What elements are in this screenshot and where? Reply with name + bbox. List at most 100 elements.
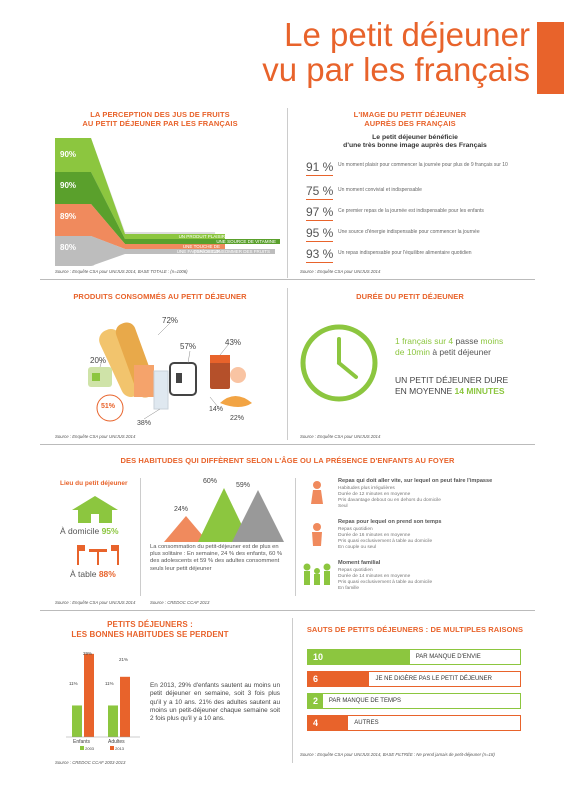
product-glass-label: 38%	[137, 420, 152, 427]
duration-average: UN PETIT DÉJEUNER DURE EN MOYENNE 14 MIN…	[395, 375, 509, 397]
meal-line: Durée de 14 minutes en moyenne	[338, 574, 411, 579]
image-row: 93 % Un repas indispensable pour l'équil…	[302, 247, 532, 269]
meal-line: Repas quotidien	[338, 527, 373, 532]
image-section-title: L'IMAGE DU PETIT DÉJEUNER AUPRÈS DES FRA…	[353, 110, 467, 129]
category-label: Adultes	[108, 739, 125, 745]
tea-cup-icon	[88, 367, 112, 387]
solitary-text: La consommation du petit-déjeuner est de…	[150, 544, 283, 572]
meal-line: Durée de 12 minutes en moyenne	[338, 492, 411, 497]
product-tea-label: 20%	[90, 356, 107, 365]
meal-line: En couple ou seul	[338, 545, 377, 550]
juice-value-4: 80%	[60, 243, 77, 252]
juice-glass-icon	[134, 365, 169, 410]
place-title: Lieu du petit déjeuner	[60, 480, 128, 487]
product-juice-label: 51%	[101, 403, 116, 410]
product-coffee-label: 57%	[180, 342, 197, 351]
juice-source: Source : Enquête CSA pour UNIJUS 2014, B…	[55, 269, 188, 274]
juice-label-2: UNE SOURCE DE VITAMINE	[216, 239, 276, 244]
reason-fill	[308, 716, 349, 730]
juice-bar-fruits	[55, 236, 275, 266]
meal-line: Pris davantage debout ou en dehors du do…	[338, 498, 441, 503]
solitary-adults-value: 59%	[236, 482, 251, 489]
meal-line: En famille	[338, 586, 360, 591]
image-source: Source : Enquête CSA pour UNIJUS 2014	[300, 269, 381, 274]
image-subtitle: Le petit déjeuner bénéficie d'une très b…	[343, 134, 487, 150]
good-habits-text: En 2013, 29% d'enfants sautent au moins …	[150, 682, 280, 723]
legend-2003: 2003	[80, 746, 94, 751]
page-title: Le petit déjeuner vu par les français	[262, 16, 530, 88]
title-accent-bar	[537, 22, 564, 94]
bar-enfants-2013	[84, 653, 94, 737]
clock-icon	[300, 324, 378, 402]
meal-line: Seul	[338, 504, 348, 509]
triangle-adults	[232, 490, 284, 542]
category-label: Enfants	[73, 739, 90, 745]
product-butter-label: 14%	[209, 406, 224, 413]
image-value: 75 %	[306, 184, 334, 200]
reason-bar: 6 JE NE DIGÈRE PAS LE PETIT DÉJEUNER	[307, 671, 521, 687]
products-illustration	[88, 320, 252, 422]
good-habits-source: Source : CREDOC CCAF 2003-2013	[55, 760, 126, 765]
meal-line: Pris quasi exclusivement à table au domi…	[338, 580, 433, 585]
meal-line: Durée de 16 minutes en moyenne	[338, 533, 411, 538]
bottom-divider	[292, 618, 293, 763]
products-source: Source : Enquête CSA pour UNIJUS 2014	[55, 434, 136, 439]
juice-label-3: UNE TOUCHE DE FRAÎCHEUR	[182, 244, 220, 254]
triangle-children	[164, 516, 208, 542]
bar-enfants-2003	[72, 705, 82, 737]
juice-bar-fraicheur	[55, 204, 225, 249]
product-croissant-label: 22%	[230, 415, 245, 422]
home-icon	[72, 496, 118, 523]
coffee-cup-icon	[169, 362, 197, 396]
juice-highlight-circle	[96, 394, 124, 422]
products-divider	[287, 288, 288, 440]
habits-divider-left	[140, 478, 141, 596]
juice-value-2: 90%	[60, 181, 77, 190]
solitary-children-value: 24%	[174, 506, 189, 513]
croissant-icon	[220, 396, 252, 407]
duration-fact: 1 français sur 4 passe moins de 10min à …	[395, 336, 504, 358]
skip-bar-chart	[66, 653, 140, 738]
image-text: Un repas indispensable pour l'équilibre …	[338, 250, 472, 256]
image-value: 95 %	[306, 226, 334, 242]
chart-value-label: 21%	[119, 657, 129, 662]
juice-label-4: UNE FAÇON DE CONSOMMER DES FRUITS	[176, 249, 270, 254]
meal-title: Repas pour lequel on prend son temps	[338, 519, 442, 525]
triangle-teens	[198, 488, 250, 542]
bar-adultes-2013	[120, 676, 130, 737]
image-row: 97 % Ce premier repas de la journée est …	[302, 205, 532, 227]
product-jam-label: 43%	[225, 338, 242, 347]
good-habits-title: PETITS DÉJEUNERS : LES BONNES HABITUDES …	[71, 620, 229, 639]
skips-source: Source : Enquête CSA pour UNIJUS 2014, B…	[300, 752, 495, 757]
duration-section-title: DURÉE DU PETIT DÉJEUNER	[356, 292, 464, 301]
juice-bar-vitamine	[55, 172, 280, 244]
duration-source: Source : Enquête CSA pour UNIJUS 2014	[300, 434, 381, 439]
image-value: 97 %	[306, 205, 334, 221]
products-section-title: PRODUITS CONSOMMÉS AU PETIT DÉJEUNER	[73, 292, 247, 301]
reason-fill	[308, 672, 370, 686]
image-value: 91 %	[306, 160, 334, 176]
meal-line: Habitudes plus irrégulières	[338, 486, 395, 491]
reason-bar: 2 PAR MANQUE DE TEMPS	[307, 693, 521, 709]
image-value: 93 %	[306, 247, 334, 263]
juice-chart	[55, 138, 280, 266]
chart-value-label: 11%	[69, 681, 78, 686]
juice-bar-plaisir	[55, 138, 225, 239]
image-text: Un moment convivial et indispensable	[338, 187, 422, 193]
jam-jar-icon	[210, 355, 230, 389]
top-divider	[287, 108, 288, 278]
image-row: 95 % Une source d'énergie indispensable …	[302, 226, 532, 248]
habits-source-mid: Source : CREDOC CCAF 2013	[150, 600, 210, 605]
juice-section-title: LA PERCEPTION DES JUS DE FRUITS AU PETIT…	[82, 110, 238, 129]
chart-value-label: 29%	[83, 651, 93, 656]
reason-fill	[308, 650, 410, 664]
bar-adultes-2003	[108, 705, 118, 737]
solitary-teens-value: 60%	[203, 478, 218, 485]
reason-fill	[308, 694, 323, 708]
reason-bar: 4 AUTRES	[307, 715, 521, 731]
table-stat: À table 88%	[70, 569, 116, 579]
reason-bar: 10 PAR MANQUE D'ENVIE	[307, 649, 521, 665]
meal-line: Repas quotidien	[338, 568, 373, 573]
habits-section-title: DES HABITUDES QUI DIFFÈRENT SELON L'ÂGE …	[120, 456, 455, 465]
juice-value-1: 90%	[60, 150, 77, 159]
